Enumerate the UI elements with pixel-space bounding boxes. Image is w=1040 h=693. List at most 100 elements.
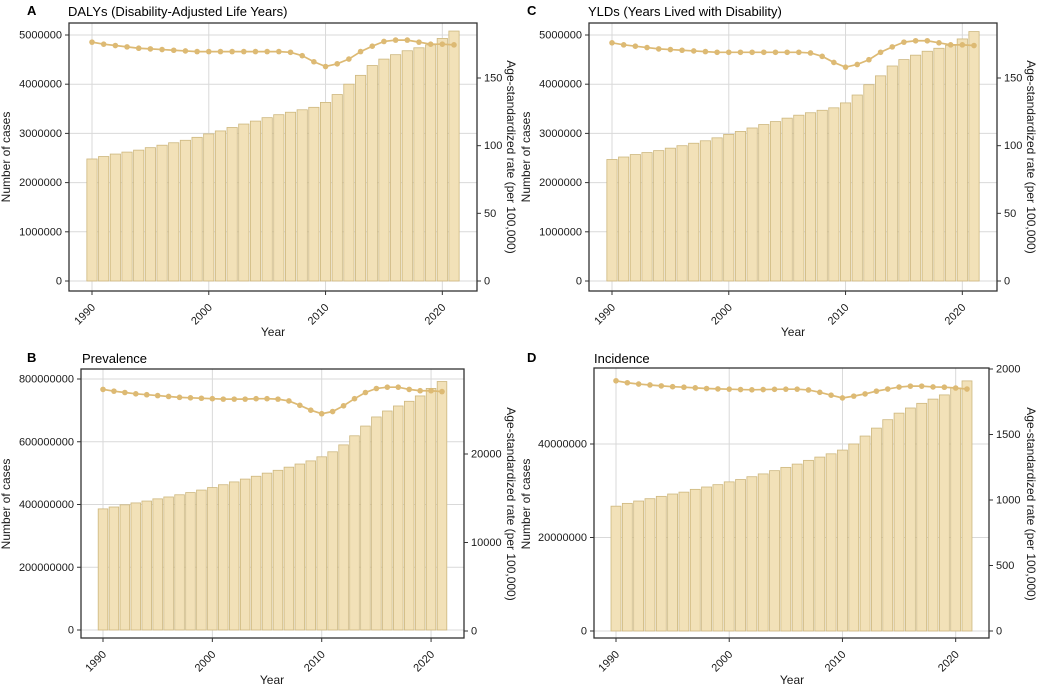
right-tick-label: 150 (1004, 73, 1022, 85)
rate-point-1994 (143, 391, 150, 398)
rate-point-2000 (725, 49, 732, 56)
rate-point-1990 (613, 377, 619, 384)
x-tick-label: 2000 (710, 649, 736, 675)
bar-1994 (141, 500, 152, 631)
rate-point-2004 (252, 48, 259, 55)
rate-point-1993 (124, 44, 130, 50)
bar-1998 (699, 140, 711, 282)
bar-2004 (769, 470, 780, 632)
bar-1999 (712, 484, 724, 632)
bar-1999 (191, 136, 203, 282)
rate-point-2001 (737, 386, 744, 393)
rate-point-2019 (427, 41, 434, 47)
left-tick-label: 2000000 (19, 177, 62, 189)
rate-point-2015 (373, 385, 380, 392)
rate-point-1994 (658, 383, 665, 389)
bar-1995 (144, 147, 156, 282)
rate-point-2002 (749, 387, 755, 393)
rate-point-2004 (771, 386, 778, 393)
rate-point-2003 (242, 396, 248, 402)
panel-title: DALYs (Disability-Adjusted Life Years) (68, 4, 287, 19)
rate-point-2012 (346, 56, 352, 62)
bar-2019 (938, 394, 950, 632)
bar-2007 (283, 466, 295, 631)
x-tick-label: 2020 (423, 302, 449, 328)
bar-2007 (803, 459, 814, 632)
rate-point-2011 (854, 61, 861, 68)
left-tick-label: 2000000 (539, 177, 582, 189)
rate-point-1995 (154, 392, 161, 399)
rate-point-2014 (889, 44, 896, 50)
x-tick-label: 2020 (936, 649, 962, 675)
rate-point-2018 (930, 384, 936, 390)
panel-dalys: 0 1000000 2000000 3000000 4000000 5000000 0 50 1… (0, 0, 520, 347)
rate-point-2009 (307, 407, 314, 413)
left-tick-label: 40000000 (538, 439, 587, 451)
bar-2009 (828, 107, 840, 282)
rate-point-1999 (714, 49, 720, 56)
bar-2012 (863, 84, 875, 282)
bar-2003 (239, 478, 251, 631)
bar-1993 (121, 151, 133, 282)
bar-2015 (371, 416, 382, 631)
bar-2009 (308, 106, 320, 282)
bar-2014 (360, 425, 371, 631)
left-tick-label: 3000000 (19, 128, 62, 140)
left-tick-label: 0 (68, 625, 74, 637)
rate-point-2013 (351, 395, 358, 402)
right-tick-label: 2000 (996, 364, 1020, 376)
rate-point-2016 (392, 37, 399, 43)
bar-2010 (316, 456, 327, 631)
right-tick-label: 500 (996, 560, 1014, 572)
rate-point-2020 (439, 41, 446, 47)
bar-2002 (229, 481, 240, 631)
bar-2001 (735, 479, 746, 632)
bar-2000 (207, 487, 218, 631)
rate-point-2004 (772, 49, 779, 56)
bar-2016 (390, 54, 402, 282)
x-tick-label: 1990 (592, 302, 618, 328)
rate-point-2004 (253, 395, 259, 402)
rate-point-2006 (794, 386, 800, 392)
bar-1990 (606, 159, 618, 282)
rate-point-2009 (828, 392, 834, 398)
rate-point-1991 (111, 388, 117, 394)
bar-2021 (961, 380, 973, 632)
bar-2017 (921, 50, 933, 282)
right-tick-label: 100 (484, 140, 502, 152)
x-tick-label: 2010 (306, 302, 332, 328)
left-tick-label: 0 (56, 276, 62, 288)
rate-point-2010 (842, 64, 849, 70)
bar-2021 (968, 31, 980, 282)
bar-2019 (414, 395, 426, 631)
rate-point-2019 (417, 387, 423, 394)
rate-point-2003 (760, 386, 766, 393)
rate-point-2008 (819, 53, 825, 60)
rate-point-2021 (971, 42, 977, 49)
rate-point-1999 (715, 386, 721, 392)
bar-1997 (168, 142, 180, 282)
rate-point-2000 (209, 395, 216, 402)
rate-point-2012 (866, 56, 872, 63)
rate-point-2016 (907, 383, 914, 389)
rate-point-2013 (873, 388, 880, 394)
bar-2004 (769, 121, 782, 282)
incidence-chart: 0 20000000 40000000 0 500 1000 1500 2000 1990 200… (519, 350, 1038, 687)
bar-2010 (837, 449, 848, 632)
bar-2011 (848, 443, 860, 632)
x-tick-label: 1990 (596, 649, 622, 675)
right-tick-label: 0 (996, 626, 1002, 638)
rate-point-2008 (299, 52, 305, 59)
rate-point-1991 (100, 41, 107, 47)
bar-2001 (214, 130, 226, 282)
bar-2016 (910, 54, 922, 282)
rate-point-2020 (952, 385, 959, 391)
rate-point-1998 (182, 48, 189, 54)
bar-1995 (152, 498, 163, 631)
rate-point-2003 (761, 49, 767, 56)
bar-1990 (610, 505, 622, 632)
bar-2020 (956, 38, 968, 282)
left-tick-label: 200000000 (19, 562, 74, 574)
bar-2000 (723, 481, 735, 632)
left-tick-label: 20000000 (538, 532, 587, 544)
